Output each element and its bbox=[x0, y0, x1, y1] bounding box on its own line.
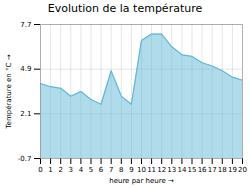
svg-text:13: 13 bbox=[167, 166, 176, 174]
svg-text:9: 9 bbox=[129, 166, 133, 174]
svg-text:4.9: 4.9 bbox=[20, 65, 31, 73]
svg-text:10: 10 bbox=[137, 166, 146, 174]
svg-text:11: 11 bbox=[147, 166, 156, 174]
svg-text:-0.7: -0.7 bbox=[18, 155, 32, 163]
svg-text:17: 17 bbox=[208, 166, 217, 174]
svg-text:7.7: 7.7 bbox=[20, 21, 31, 29]
svg-text:0: 0 bbox=[38, 166, 42, 174]
svg-text:14: 14 bbox=[177, 166, 186, 174]
svg-text:7: 7 bbox=[109, 166, 113, 174]
svg-text:Température en °C →: Température en °C → bbox=[5, 54, 13, 129]
svg-text:19: 19 bbox=[228, 166, 237, 174]
svg-text:2.1: 2.1 bbox=[20, 110, 31, 118]
svg-text:20: 20 bbox=[238, 166, 247, 174]
svg-text:8: 8 bbox=[119, 166, 123, 174]
svg-text:5: 5 bbox=[89, 166, 93, 174]
svg-text:16: 16 bbox=[198, 166, 207, 174]
svg-text:2: 2 bbox=[58, 166, 62, 174]
svg-text:1: 1 bbox=[48, 166, 52, 174]
svg-text:15: 15 bbox=[188, 166, 197, 174]
svg-text:12: 12 bbox=[157, 166, 166, 174]
html-text:Evolution de la température: Evolution de la température bbox=[47, 2, 203, 15]
svg-text:18: 18 bbox=[218, 166, 227, 174]
svg-text:6: 6 bbox=[99, 166, 104, 174]
svg-text:heure par heure →: heure par heure → bbox=[109, 177, 174, 185]
svg-text:4: 4 bbox=[79, 166, 84, 174]
svg-text:3: 3 bbox=[69, 166, 73, 174]
